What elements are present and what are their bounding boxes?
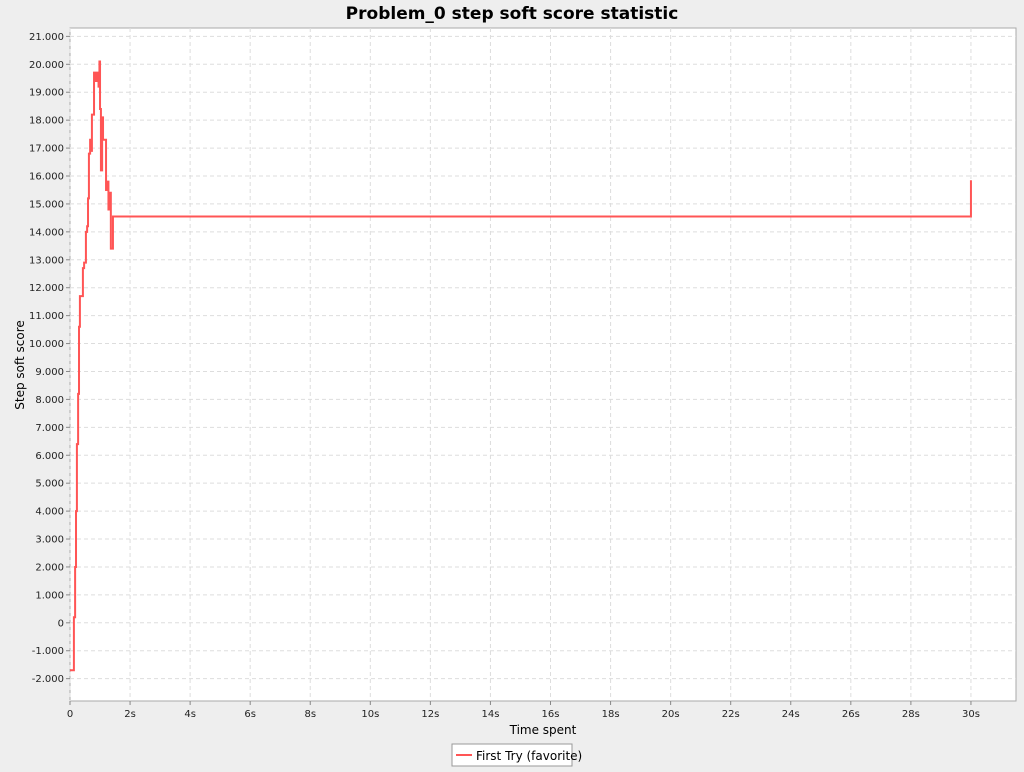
legend-label: First Try (favorite)	[476, 749, 582, 763]
y-tick-label: 4.000	[35, 507, 64, 518]
y-tick-label: 2.000	[35, 562, 64, 573]
y-tick-label: 21.000	[29, 32, 64, 43]
x-tick-label: 10s	[361, 709, 379, 720]
y-axis-label: Step soft score	[13, 320, 27, 410]
y-tick-label: 7.000	[35, 423, 64, 434]
x-tick-label: 6s	[244, 709, 256, 720]
y-tick-label: -2.000	[32, 674, 64, 685]
y-tick-label: 15.000	[29, 199, 64, 210]
x-tick-label: 20s	[662, 709, 680, 720]
y-tick-label: 5.000	[35, 479, 64, 490]
y-tick-label: 3.000	[35, 535, 64, 546]
x-tick-label: 30s	[962, 709, 980, 720]
x-tick-label: 24s	[782, 709, 800, 720]
y-tick-label: 17.000	[29, 144, 64, 155]
x-tick-label: 12s	[421, 709, 439, 720]
y-tick-label: 10.000	[29, 339, 64, 350]
y-tick-label: 8.000	[35, 395, 64, 406]
y-tick-label: 12.000	[29, 283, 64, 294]
y-tick-label: 18.000	[29, 116, 64, 127]
y-tick-label: 13.000	[29, 255, 64, 266]
y-tick-label: 9.000	[35, 367, 64, 378]
y-tick-label: 14.000	[29, 227, 64, 238]
y-tick-label: -1.000	[32, 646, 64, 657]
chart-title: Problem_0 step soft score statistic	[346, 4, 679, 24]
y-tick-label: 16.000	[29, 172, 64, 183]
legend: First Try (favorite)	[452, 744, 582, 766]
x-tick-label: 28s	[902, 709, 920, 720]
x-tick-label: 14s	[481, 709, 499, 720]
x-tick-label: 2s	[124, 709, 136, 720]
x-tick-label: 18s	[602, 709, 620, 720]
x-tick-label: 8s	[304, 709, 316, 720]
plot-area	[70, 28, 1016, 701]
y-tick-label: 11.000	[29, 311, 64, 322]
x-tick-label: 26s	[842, 709, 860, 720]
y-tick-label: 0	[58, 618, 64, 629]
x-axis-label: Time spent	[509, 723, 577, 737]
x-tick-label: 4s	[184, 709, 196, 720]
x-tick-label: 16s	[542, 709, 560, 720]
y-tick-label: 1.000	[35, 590, 64, 601]
y-tick-label: 6.000	[35, 451, 64, 462]
y-tick-label: 19.000	[29, 88, 64, 99]
x-tick-label: 0	[67, 709, 73, 720]
x-tick-label: 22s	[722, 709, 740, 720]
y-tick-label: 20.000	[29, 60, 64, 71]
